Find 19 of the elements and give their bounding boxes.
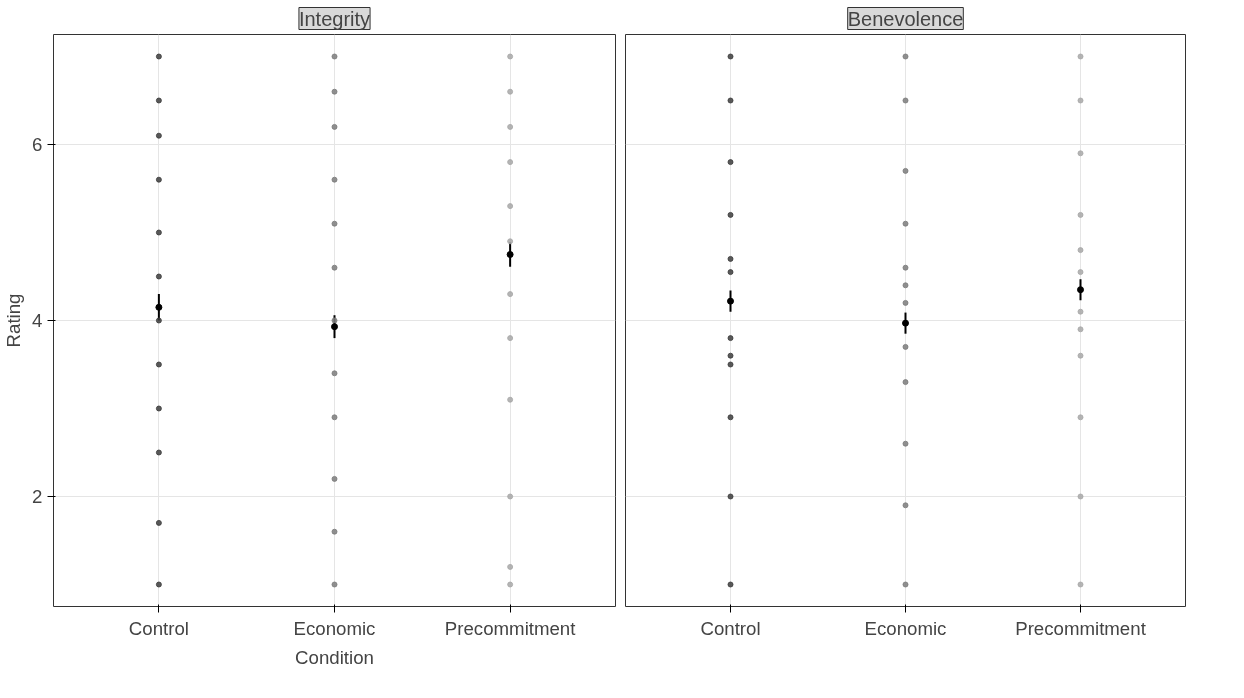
y-tick-label: 2 (32, 486, 43, 507)
x-tick-label: Economic (293, 617, 376, 639)
x-tick-label: Precommitment (444, 617, 577, 639)
point (506, 251, 514, 258)
point (902, 319, 909, 327)
x-tick-label: Control (128, 617, 189, 639)
chart-title: Benevolence (847, 7, 964, 30)
point (155, 303, 163, 311)
chart-title: Integrity (298, 7, 371, 30)
point (727, 297, 734, 305)
x-axis-title: Condition (295, 646, 374, 668)
y-axis-title: Rating (3, 293, 25, 348)
x-tick-label: Control (700, 617, 761, 639)
y-tick-label: 4 (32, 310, 43, 331)
point (1077, 286, 1084, 294)
x-tick-label: Precommitment (1015, 617, 1147, 639)
x-tick-label: Economic (864, 617, 947, 639)
y-tick-label: 6 (32, 134, 43, 155)
point (331, 323, 338, 331)
